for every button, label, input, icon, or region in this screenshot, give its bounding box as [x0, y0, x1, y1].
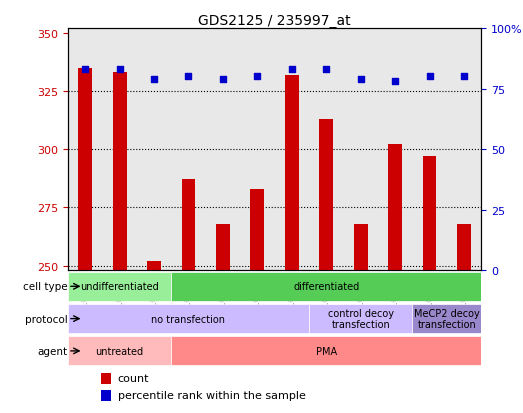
Point [116, 66, 124, 73]
Point [184, 74, 192, 81]
FancyBboxPatch shape [68, 337, 172, 366]
Point [460, 74, 468, 81]
Text: PMA: PMA [316, 346, 337, 356]
Bar [147, 261, 161, 271]
Bar [101, 390, 111, 401]
Point [81, 66, 89, 73]
Point [219, 76, 227, 83]
Point [288, 66, 296, 73]
FancyBboxPatch shape [412, 304, 481, 333]
Title: GDS2125 / 235997_at: GDS2125 / 235997_at [198, 14, 351, 28]
Text: protocol: protocol [25, 314, 68, 324]
Bar [251, 189, 264, 271]
Bar [216, 224, 230, 271]
Point [322, 66, 331, 73]
Point [253, 74, 262, 81]
Point [150, 76, 158, 83]
Point [357, 76, 365, 83]
Bar [113, 73, 127, 271]
Text: agent: agent [38, 346, 68, 356]
FancyBboxPatch shape [172, 272, 481, 301]
Point [391, 79, 399, 85]
Text: no transfection: no transfection [152, 314, 225, 324]
Text: control decoy
transfection: control decoy transfection [327, 308, 394, 330]
Text: undifferentiated: undifferentiated [80, 282, 159, 292]
Text: MeCP2 decoy
transfection: MeCP2 decoy transfection [414, 308, 480, 330]
FancyBboxPatch shape [309, 304, 412, 333]
Text: cell type: cell type [24, 282, 68, 292]
Text: percentile rank within the sample: percentile rank within the sample [118, 390, 305, 400]
Bar [101, 373, 111, 384]
Text: count: count [118, 373, 149, 383]
Bar [423, 157, 436, 271]
Bar [181, 180, 196, 271]
Bar [354, 224, 368, 271]
FancyBboxPatch shape [172, 337, 481, 366]
Bar [320, 119, 333, 271]
Bar [285, 75, 299, 271]
FancyBboxPatch shape [68, 272, 172, 301]
Bar [78, 69, 92, 271]
Bar [457, 224, 471, 271]
Bar [388, 145, 402, 271]
Text: differentiated: differentiated [293, 282, 359, 292]
Text: untreated: untreated [96, 346, 144, 356]
FancyBboxPatch shape [68, 304, 309, 333]
Point [425, 74, 434, 81]
